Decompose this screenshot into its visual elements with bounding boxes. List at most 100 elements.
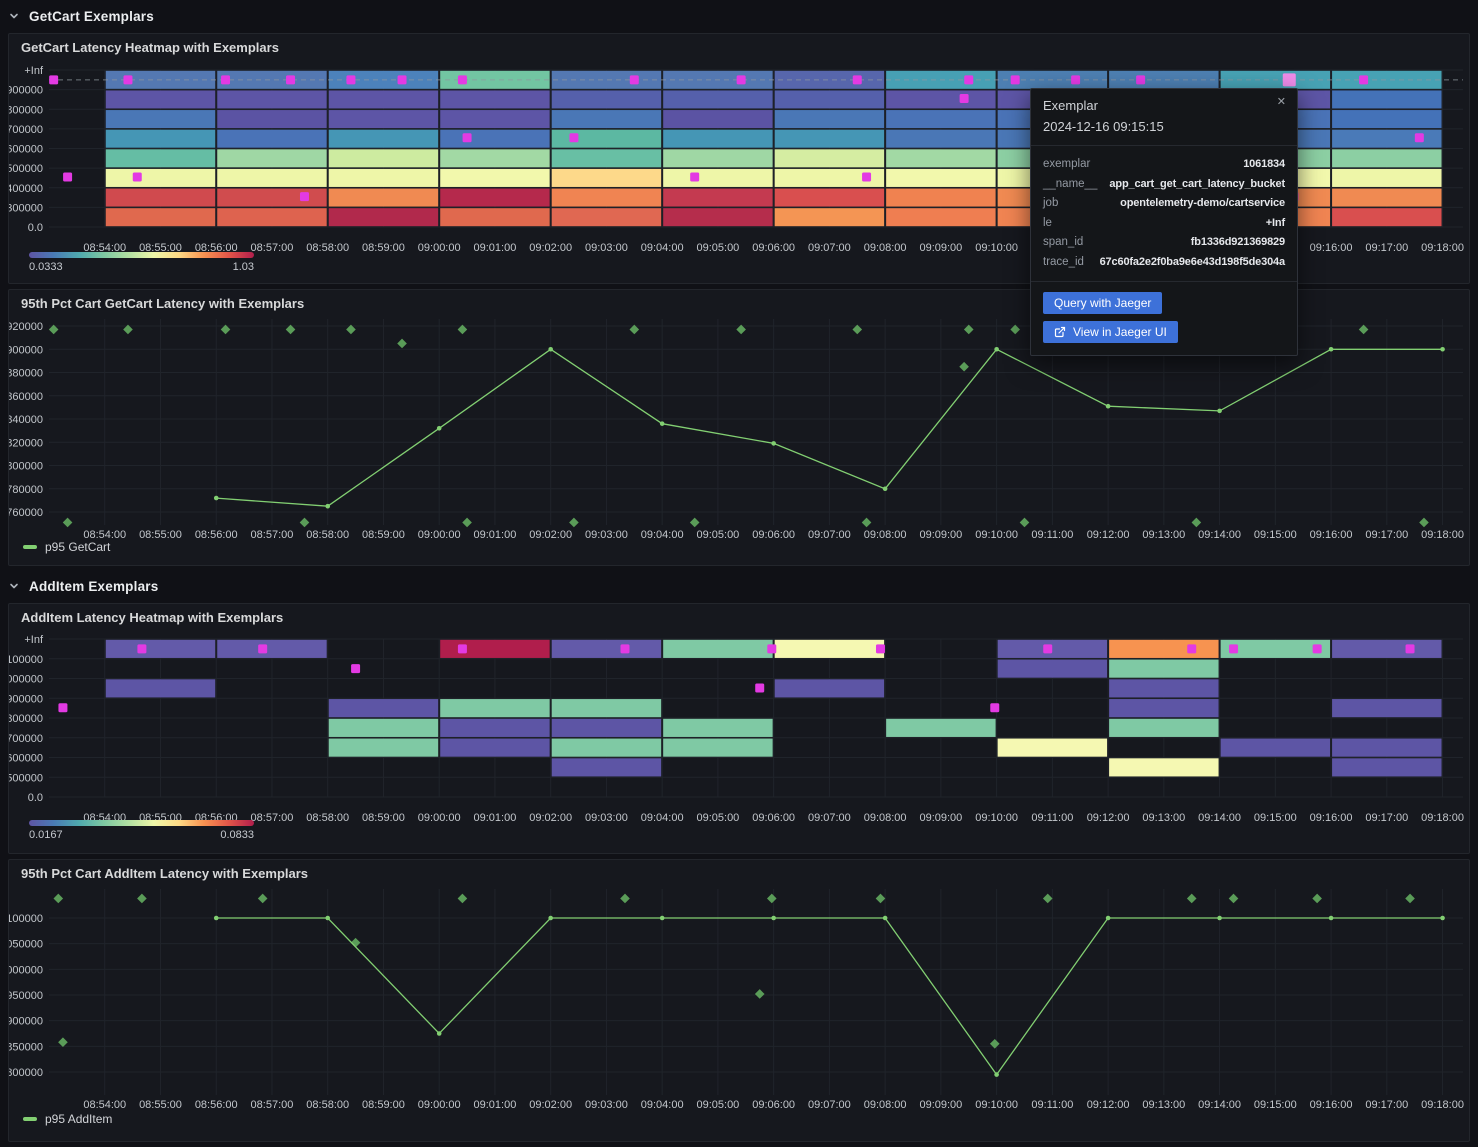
heatmap-cell[interactable] — [217, 110, 327, 129]
panel-title[interactable]: GetCart Latency Heatmap with Exemplars — [21, 40, 279, 55]
heatmap-cell[interactable] — [328, 699, 439, 718]
heatmap-cell[interactable] — [1332, 168, 1442, 187]
exemplar-marker[interactable] — [1359, 75, 1369, 85]
section-row-additem[interactable]: AddItem Exemplars — [8, 572, 158, 600]
heatmap-cell[interactable] — [440, 129, 550, 148]
exemplar-marker[interactable] — [569, 517, 579, 528]
heatmap-cell[interactable] — [663, 129, 773, 148]
data-point[interactable] — [994, 346, 999, 352]
exemplar-marker[interactable] — [1405, 644, 1415, 654]
exemplar-marker[interactable] — [286, 75, 296, 85]
exemplar-marker[interactable] — [629, 75, 639, 85]
heatmap-cell[interactable] — [217, 90, 327, 109]
heatmap-cell[interactable] — [1332, 110, 1442, 129]
exemplar-marker[interactable] — [221, 75, 231, 85]
exemplar-marker[interactable] — [49, 75, 59, 85]
heatmap-cell[interactable] — [440, 110, 550, 129]
heatmap-cell[interactable] — [1220, 639, 1331, 658]
exemplar-marker[interactable] — [397, 338, 407, 349]
getcart-line-chart[interactable]: 760000 780000 800000 820000 840000 860000 8800… — [9, 290, 1469, 565]
heatmap-cell[interactable] — [328, 168, 439, 187]
exemplar-marker[interactable] — [58, 1037, 68, 1048]
heatmap-cell[interactable] — [1109, 699, 1219, 718]
exemplar-marker[interactable] — [123, 75, 133, 85]
exemplar-marker[interactable] — [1229, 644, 1239, 654]
exemplar-marker[interactable] — [1228, 893, 1239, 904]
data-point[interactable] — [771, 441, 776, 446]
data-point[interactable] — [325, 915, 331, 921]
heatmap-cell[interactable] — [551, 70, 662, 89]
data-point[interactable] — [1328, 915, 1334, 921]
heatmap-cell[interactable] — [217, 168, 327, 187]
exemplar-marker[interactable] — [852, 75, 862, 85]
heatmap-cell[interactable] — [1332, 738, 1442, 757]
exemplar-marker[interactable] — [861, 517, 872, 528]
heatmap-cell[interactable] — [997, 639, 1108, 658]
heatmap-cell[interactable] — [551, 149, 662, 168]
exemplar-marker[interactable] — [736, 75, 746, 85]
heatmap-cell[interactable] — [105, 110, 216, 129]
heatmap-cell[interactable] — [997, 738, 1108, 757]
heatmap-cell[interactable] — [440, 208, 550, 227]
exemplar-marker[interactable] — [862, 172, 872, 182]
heatmap-cell[interactable] — [1332, 70, 1442, 89]
heatmap-cell[interactable] — [328, 90, 439, 109]
heatmap-cell[interactable] — [551, 639, 662, 658]
exemplar-marker[interactable] — [690, 172, 700, 182]
heatmap-cell[interactable] — [663, 639, 773, 658]
heatmap-cell[interactable] — [886, 168, 996, 187]
exemplar-marker[interactable] — [959, 93, 969, 103]
heatmap-cell[interactable] — [440, 168, 550, 187]
exemplar-marker[interactable] — [755, 683, 765, 693]
heatmap-cell[interactable] — [551, 758, 662, 777]
heatmap-cell[interactable] — [440, 149, 550, 168]
exemplar-marker[interactable] — [63, 172, 73, 182]
exemplar-marker[interactable] — [1071, 75, 1081, 85]
heatmap-cell[interactable] — [551, 110, 662, 129]
exemplar-marker[interactable] — [1010, 324, 1021, 335]
heatmap-cell[interactable] — [105, 679, 216, 698]
heatmap-cell[interactable] — [328, 738, 439, 757]
heatmap-cell[interactable] — [886, 110, 996, 129]
exemplar-marker[interactable] — [457, 893, 468, 904]
exemplar-marker[interactable] — [1043, 644, 1053, 654]
exemplar-marker[interactable] — [569, 133, 579, 143]
data-point[interactable] — [1105, 403, 1111, 409]
exemplar-marker[interactable] — [620, 644, 630, 654]
exemplar-marker[interactable] — [346, 75, 356, 85]
heatmap-cell[interactable] — [663, 90, 773, 109]
heatmap-cell[interactable] — [217, 188, 327, 207]
data-point[interactable] — [548, 915, 553, 921]
exemplar-marker[interactable] — [963, 324, 974, 335]
data-point[interactable] — [1217, 915, 1222, 921]
heatmap-cell[interactable] — [774, 679, 885, 698]
heatmap-cell[interactable] — [105, 129, 216, 148]
heatmap-cell[interactable] — [440, 90, 550, 109]
heatmap-cell[interactable] — [105, 639, 216, 658]
data-point[interactable] — [1440, 346, 1445, 352]
exemplar-marker[interactable] — [767, 644, 777, 654]
heatmap-cell[interactable] — [774, 188, 885, 207]
exemplar-marker[interactable] — [137, 644, 147, 654]
heatmap-cell[interactable] — [886, 208, 996, 227]
exemplar-marker[interactable] — [1419, 517, 1429, 528]
heatmap-cell[interactable] — [1332, 188, 1442, 207]
heatmap-cell[interactable] — [217, 639, 327, 658]
exemplar-marker[interactable] — [1405, 893, 1415, 904]
exemplar-marker[interactable] — [299, 192, 309, 202]
exemplar-marker[interactable] — [462, 133, 472, 143]
heatmap-cell[interactable] — [1332, 639, 1442, 658]
exemplar-marker[interactable] — [736, 324, 746, 335]
heatmap-cell[interactable] — [1332, 129, 1442, 148]
heatmap-cell[interactable] — [1109, 70, 1219, 89]
heatmap-cell[interactable] — [1332, 90, 1442, 109]
heatmap-cell[interactable] — [774, 110, 885, 129]
heatmap-cell[interactable] — [774, 70, 885, 89]
heatmap-cell[interactable] — [997, 659, 1108, 678]
heatmap-cell[interactable] — [105, 208, 216, 227]
data-point[interactable] — [1217, 408, 1222, 414]
heatmap-cell[interactable] — [551, 168, 662, 187]
exemplar-marker[interactable] — [457, 644, 467, 654]
panel-title[interactable]: AddItem Latency Heatmap with Exemplars — [21, 610, 284, 625]
heatmap-cell[interactable] — [774, 208, 885, 227]
